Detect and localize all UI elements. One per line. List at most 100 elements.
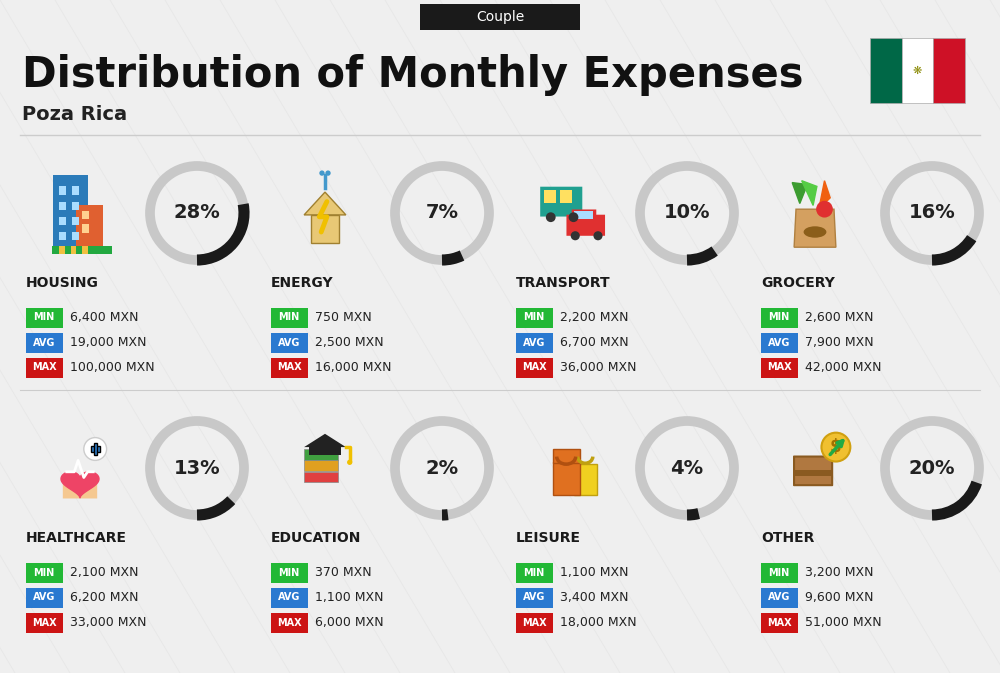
Text: Distribution of Monthly Expenses: Distribution of Monthly Expenses — [22, 54, 804, 96]
FancyBboxPatch shape — [574, 464, 597, 495]
FancyBboxPatch shape — [311, 215, 339, 244]
FancyBboxPatch shape — [72, 186, 79, 194]
Text: 3,400 MXN: 3,400 MXN — [560, 591, 629, 604]
FancyBboxPatch shape — [516, 588, 552, 608]
FancyBboxPatch shape — [560, 190, 572, 203]
Circle shape — [593, 232, 603, 240]
Circle shape — [571, 232, 580, 240]
Text: OTHER: OTHER — [761, 531, 814, 545]
FancyBboxPatch shape — [59, 202, 66, 210]
Text: AVG: AVG — [768, 337, 790, 347]
Text: TRANSPORT: TRANSPORT — [516, 276, 611, 290]
FancyBboxPatch shape — [420, 4, 580, 30]
Text: ❋: ❋ — [913, 65, 922, 75]
Text: 1,100 MXN: 1,100 MXN — [315, 591, 384, 604]
FancyBboxPatch shape — [59, 232, 66, 240]
Text: 370 MXN: 370 MXN — [315, 566, 372, 579]
FancyBboxPatch shape — [270, 563, 308, 583]
Circle shape — [816, 201, 833, 217]
Text: MAX: MAX — [522, 363, 546, 372]
Text: 100,000 MXN: 100,000 MXN — [70, 361, 155, 374]
FancyBboxPatch shape — [516, 357, 552, 378]
FancyBboxPatch shape — [26, 332, 62, 353]
Text: GROCERY: GROCERY — [761, 276, 835, 290]
FancyBboxPatch shape — [59, 186, 66, 194]
FancyBboxPatch shape — [76, 205, 103, 251]
Text: 36,000 MXN: 36,000 MXN — [560, 361, 637, 374]
FancyBboxPatch shape — [794, 456, 832, 485]
Polygon shape — [61, 472, 99, 497]
Text: Poza Rica: Poza Rica — [22, 106, 127, 125]
Text: EDUCATION: EDUCATION — [271, 531, 361, 545]
FancyBboxPatch shape — [761, 563, 798, 583]
Text: 3,200 MXN: 3,200 MXN — [805, 566, 874, 579]
FancyBboxPatch shape — [72, 217, 79, 225]
FancyBboxPatch shape — [574, 211, 593, 219]
Circle shape — [84, 437, 107, 460]
Text: 9,600 MXN: 9,600 MXN — [805, 591, 874, 604]
FancyBboxPatch shape — [72, 202, 79, 210]
Text: 18,000 MXN: 18,000 MXN — [560, 616, 637, 629]
Text: 2%: 2% — [425, 458, 459, 478]
Text: 10%: 10% — [664, 203, 710, 223]
Text: 19,000 MXN: 19,000 MXN — [70, 336, 146, 349]
FancyBboxPatch shape — [270, 357, 308, 378]
Text: 2,200 MXN: 2,200 MXN — [560, 311, 629, 324]
Text: MIN: MIN — [523, 567, 545, 577]
Text: 6,000 MXN: 6,000 MXN — [315, 616, 384, 629]
Text: LEISURE: LEISURE — [516, 531, 581, 545]
Polygon shape — [792, 182, 807, 203]
Text: 2,100 MXN: 2,100 MXN — [70, 566, 138, 579]
FancyBboxPatch shape — [540, 186, 582, 217]
FancyBboxPatch shape — [304, 460, 338, 471]
Text: 51,000 MXN: 51,000 MXN — [805, 616, 882, 629]
Text: 7,900 MXN: 7,900 MXN — [805, 336, 874, 349]
FancyBboxPatch shape — [553, 449, 580, 464]
Polygon shape — [304, 192, 346, 215]
Text: MIN: MIN — [278, 312, 300, 322]
FancyBboxPatch shape — [82, 224, 89, 233]
FancyBboxPatch shape — [309, 447, 341, 455]
Text: HEALTHCARE: HEALTHCARE — [26, 531, 127, 545]
FancyBboxPatch shape — [53, 175, 88, 247]
Text: AVG: AVG — [523, 337, 545, 347]
FancyBboxPatch shape — [52, 246, 112, 254]
Text: ENERGY: ENERGY — [271, 276, 334, 290]
Text: MIN: MIN — [33, 312, 55, 322]
Text: AVG: AVG — [33, 337, 55, 347]
Text: MIN: MIN — [768, 567, 790, 577]
FancyBboxPatch shape — [761, 612, 798, 633]
Circle shape — [347, 460, 352, 465]
FancyBboxPatch shape — [304, 472, 338, 483]
FancyBboxPatch shape — [26, 357, 62, 378]
FancyBboxPatch shape — [516, 308, 552, 328]
FancyBboxPatch shape — [26, 308, 62, 328]
Text: 7%: 7% — [426, 203, 458, 223]
Text: 2,500 MXN: 2,500 MXN — [315, 336, 384, 349]
FancyBboxPatch shape — [761, 308, 798, 328]
Text: MIN: MIN — [278, 567, 300, 577]
Text: MAX: MAX — [277, 363, 301, 372]
Text: 28%: 28% — [174, 203, 220, 223]
Text: 13%: 13% — [174, 458, 220, 478]
Text: AVG: AVG — [768, 592, 790, 602]
Polygon shape — [819, 180, 830, 209]
Text: 6,200 MXN: 6,200 MXN — [70, 591, 138, 604]
Polygon shape — [304, 434, 346, 447]
FancyBboxPatch shape — [304, 449, 338, 460]
FancyBboxPatch shape — [516, 563, 552, 583]
Text: 2,600 MXN: 2,600 MXN — [805, 311, 874, 324]
FancyBboxPatch shape — [516, 612, 552, 633]
Text: AVG: AVG — [278, 337, 300, 347]
FancyBboxPatch shape — [94, 443, 97, 455]
Text: $: $ — [830, 438, 842, 456]
Text: MIN: MIN — [768, 312, 790, 322]
Text: MAX: MAX — [277, 618, 301, 627]
Polygon shape — [802, 180, 817, 205]
Circle shape — [319, 170, 325, 176]
FancyBboxPatch shape — [59, 246, 65, 254]
FancyBboxPatch shape — [761, 588, 798, 608]
Text: 42,000 MXN: 42,000 MXN — [805, 361, 882, 374]
FancyBboxPatch shape — [26, 612, 62, 633]
Text: MAX: MAX — [767, 363, 791, 372]
